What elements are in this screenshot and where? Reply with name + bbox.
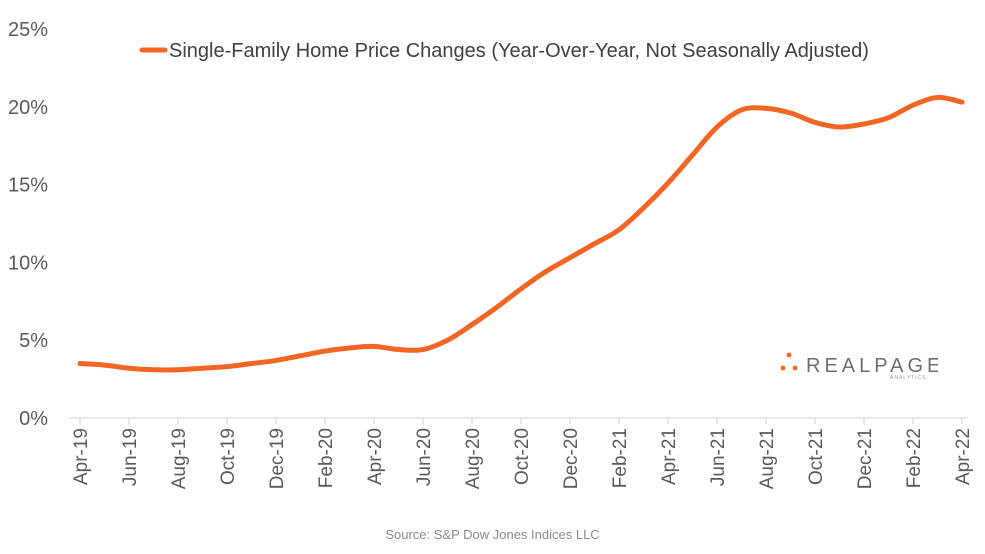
legend-label: Single-Family Home Price Changes (Year-O… bbox=[169, 40, 869, 62]
x-tick-label: Jun-19 bbox=[120, 428, 141, 486]
y-tick-label: 5% bbox=[19, 330, 48, 352]
series bbox=[77, 94, 965, 373]
logo-text: REALPAGE bbox=[806, 355, 938, 377]
x-tick-label: Aug-19 bbox=[169, 428, 190, 489]
logo-dot-left bbox=[780, 365, 786, 371]
x-tick-label: Dec-21 bbox=[855, 428, 876, 489]
y-axis: 0% 5% 10% 15% 20% 25% bbox=[8, 19, 48, 430]
y-tick-label: 10% bbox=[8, 252, 48, 274]
source-note: Source: S&P Dow Jones Indices LLC bbox=[385, 527, 600, 542]
x-tick-label: Apr-19 bbox=[71, 428, 92, 485]
series-line bbox=[77, 94, 965, 373]
x-tick-label: Aug-20 bbox=[463, 428, 484, 489]
y-tick-label: 0% bbox=[19, 408, 48, 430]
x-tick-label: Dec-19 bbox=[267, 428, 288, 489]
y-tick-label: 15% bbox=[8, 175, 48, 197]
x-axis-ticks bbox=[79, 418, 963, 424]
x-tick-label: Apr-22 bbox=[953, 428, 974, 485]
x-tick-label: Oct-21 bbox=[806, 428, 827, 485]
legend: Single-Family Home Price Changes (Year-O… bbox=[139, 40, 869, 62]
logo-dot-top bbox=[786, 352, 792, 358]
y-tick-label: 25% bbox=[8, 19, 48, 41]
x-tick-label: Feb-21 bbox=[610, 428, 631, 488]
x-tick-label: Feb-20 bbox=[316, 428, 337, 488]
x-tick-label: Jun-21 bbox=[708, 428, 729, 486]
x-tick-label: Oct-19 bbox=[218, 428, 239, 485]
x-tick-label: Dec-20 bbox=[561, 428, 582, 489]
logo-subtext: ANALYTICS bbox=[890, 375, 926, 381]
x-tick-label: Oct-20 bbox=[512, 428, 533, 485]
x-axis: Apr-19 Jun-19 Aug-19 Oct-19 Dec-19 Feb-20 Apr-… bbox=[71, 428, 974, 489]
x-tick-label: Jun-20 bbox=[414, 428, 435, 486]
y-tick-label: 20% bbox=[8, 97, 48, 119]
logo-dot-right bbox=[792, 365, 798, 371]
x-tick-label: Apr-21 bbox=[659, 428, 680, 485]
realpage-logo: REALPAGE ANALYTICS bbox=[780, 352, 938, 381]
x-tick-label: Apr-20 bbox=[365, 428, 386, 485]
x-tick-label: Feb-22 bbox=[904, 428, 925, 488]
x-tick-label: Aug-21 bbox=[757, 428, 778, 489]
